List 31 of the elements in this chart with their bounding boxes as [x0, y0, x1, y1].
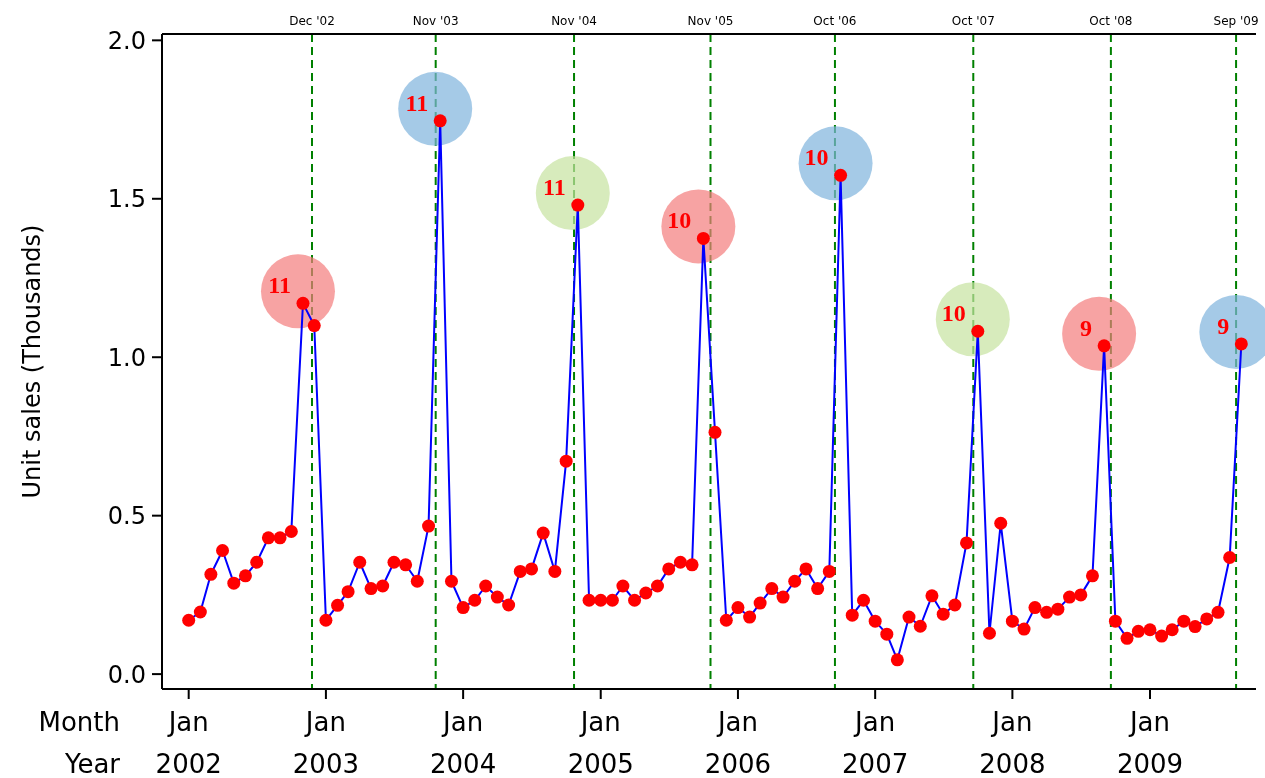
x-tick-label: Jan 2009	[1116, 707, 1184, 778]
x-tick-label: Jan 2003	[292, 707, 359, 778]
y-tick-label: 2.0	[107, 26, 146, 55]
annotation: 11	[268, 272, 291, 299]
x-tick-label: Jan 2007	[842, 707, 909, 778]
ref-line-label: Oct '06	[813, 14, 857, 28]
y-tick-label: 1.0	[107, 343, 146, 372]
x-axis-title: Month Year	[38, 707, 121, 778]
ref-line-label: Sep '09	[1213, 14, 1259, 28]
annotation: 11	[405, 89, 429, 116]
ref-line-label: Nov '03	[412, 14, 459, 28]
x-tick-label: Jan 2002	[155, 707, 222, 778]
x-tick-label: Jan 2004	[430, 707, 497, 778]
y-tick-label: 1.5	[107, 185, 146, 214]
ref-line-label: Dec '02	[289, 14, 335, 28]
ref-line-label: Oct '08	[1089, 14, 1133, 28]
x-tick-label: Jan 2008	[979, 707, 1046, 778]
y-tick-label: 0.0	[107, 660, 146, 689]
annotation: 9	[1080, 314, 1093, 341]
annotation: 11	[543, 174, 566, 201]
annotation: 10	[804, 144, 829, 171]
ref-line-label: Oct '07	[951, 14, 995, 28]
ref-line-label: Nov '04	[551, 14, 597, 28]
annotation: 10	[941, 300, 966, 327]
ref-line-label: Nov '05	[687, 14, 734, 28]
annotation: 10	[667, 207, 692, 234]
y-tick-label: 0.5	[107, 502, 146, 531]
y-axis-title: Unit sales (Thousands)	[18, 224, 46, 499]
x-tick-label: Jan 2006	[704, 707, 772, 778]
x-tick-label: Jan 2005	[567, 707, 634, 778]
annotation: 9	[1217, 312, 1230, 339]
